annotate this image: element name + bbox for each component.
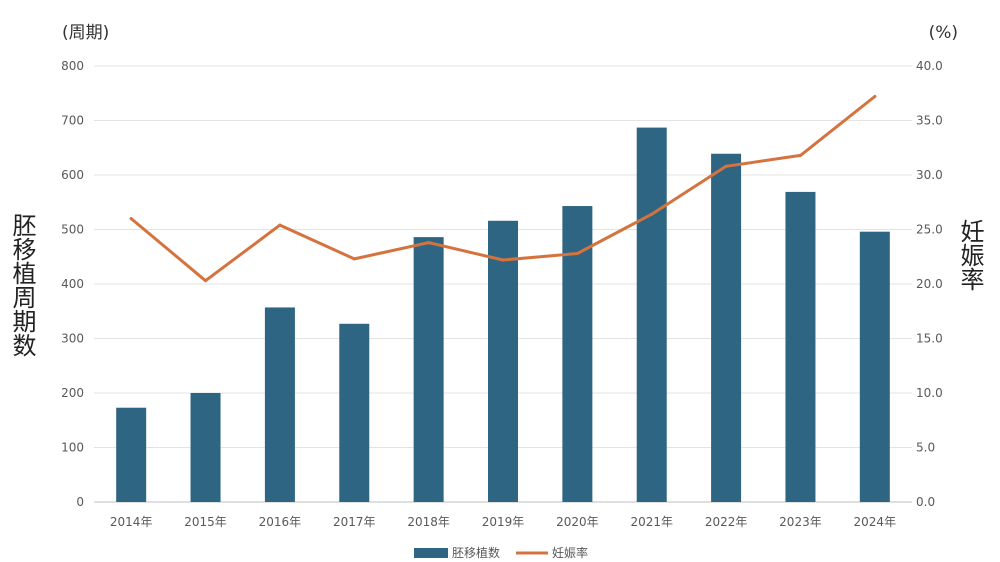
legend-line-label: 妊娠率 bbox=[552, 545, 588, 560]
bar bbox=[859, 231, 890, 502]
bar bbox=[190, 393, 221, 502]
x-tick-label: 2017年 bbox=[333, 515, 376, 529]
right-tick-label: 20.0 bbox=[916, 277, 943, 291]
legend-bar-label: 胚移植数 bbox=[452, 545, 500, 560]
line-point bbox=[798, 153, 802, 157]
line-point bbox=[204, 279, 208, 283]
legend-bar-swatch bbox=[414, 548, 448, 558]
x-tick-label: 2022年 bbox=[705, 515, 748, 529]
right-axis-title: 妊娠率 bbox=[956, 219, 984, 291]
right-tick-label: 0.0 bbox=[916, 495, 935, 509]
right-tick-label: 25.0 bbox=[916, 223, 943, 237]
line-point bbox=[278, 223, 282, 227]
bar-series bbox=[116, 127, 890, 503]
right-tick-label: 5.0 bbox=[916, 441, 935, 455]
left-tick-label: 500 bbox=[61, 223, 84, 237]
left-tick-label: 0 bbox=[76, 495, 84, 509]
right-axis-ticks: 0.0 5.0 10.0 15.0 20.0 25.0 30.0 35.0 40.0 bbox=[916, 59, 943, 509]
x-tick-label: 2023年 bbox=[779, 515, 822, 529]
line-point bbox=[873, 95, 877, 99]
right-tick-label: 40.0 bbox=[916, 59, 943, 73]
x-tick-label: 2021年 bbox=[630, 515, 673, 529]
x-tick-label: 2014年 bbox=[110, 515, 153, 529]
line-point bbox=[427, 241, 431, 245]
left-axis-title: 胚移植周期数 bbox=[8, 213, 36, 357]
left-tick-label: 800 bbox=[61, 59, 84, 73]
left-axis-ticks: 0 100 200 300 400 500 600 700 800 bbox=[61, 59, 84, 509]
left-tick-label: 300 bbox=[61, 332, 84, 346]
line-series bbox=[129, 95, 877, 283]
bar bbox=[488, 220, 518, 502]
line-point bbox=[352, 257, 356, 261]
right-tick-label: 15.0 bbox=[916, 332, 943, 346]
bar bbox=[339, 323, 370, 502]
bar bbox=[116, 407, 147, 502]
line-point bbox=[650, 212, 654, 216]
x-tick-label: 2019年 bbox=[482, 515, 525, 529]
x-tick-label: 2016年 bbox=[259, 515, 302, 529]
bar bbox=[413, 237, 444, 502]
x-tick-label: 2018年 bbox=[407, 515, 450, 529]
legend: 胚移植数 妊娠率 bbox=[414, 545, 588, 560]
line-point bbox=[129, 217, 133, 221]
left-tick-label: 200 bbox=[61, 386, 84, 400]
bar bbox=[636, 127, 667, 503]
x-tick-label: 2015年 bbox=[184, 515, 227, 529]
left-tick-label: 700 bbox=[61, 114, 84, 128]
left-tick-label: 100 bbox=[61, 441, 84, 455]
x-tick-label: 2020年 bbox=[556, 515, 599, 529]
left-axis-unit: (周期) bbox=[62, 23, 109, 43]
right-tick-label: 35.0 bbox=[916, 114, 943, 128]
bar bbox=[264, 307, 295, 502]
right-axis-unit: (%) bbox=[929, 23, 958, 43]
bar bbox=[785, 191, 816, 502]
x-tick-label: 2024年 bbox=[854, 515, 897, 529]
line-point bbox=[501, 258, 505, 262]
left-tick-label: 400 bbox=[61, 277, 84, 291]
line-point bbox=[575, 251, 579, 255]
right-tick-label: 30.0 bbox=[916, 168, 943, 182]
bar bbox=[711, 153, 742, 502]
right-tick-label: 10.0 bbox=[916, 386, 943, 400]
x-axis-ticks: 2014年 2015年 2016年 2017年 2018年 2019年 2020年 2021年… bbox=[110, 515, 896, 529]
left-tick-label: 600 bbox=[61, 168, 84, 182]
bar bbox=[562, 206, 593, 502]
line-point bbox=[724, 164, 728, 168]
